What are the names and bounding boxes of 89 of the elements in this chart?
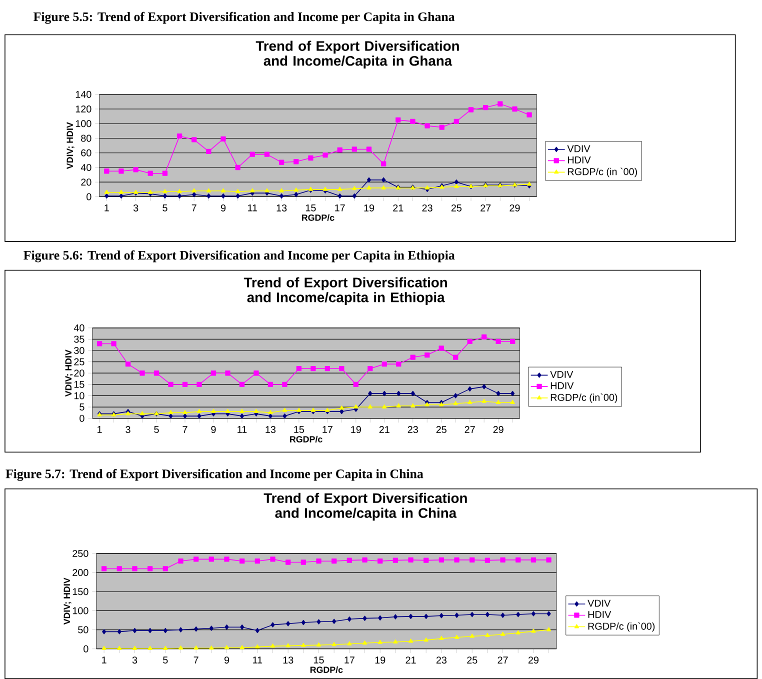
x-tick-label: 27 xyxy=(498,656,508,664)
y-tick-label: 140 xyxy=(76,90,92,98)
x-tick-label: 9 xyxy=(224,656,230,664)
x-tick-label: 21 xyxy=(393,204,404,212)
x-tick-label: 1 xyxy=(104,204,109,212)
x-tick-label: 7 xyxy=(194,656,198,664)
y-axis-title: VDIV; HDIV xyxy=(64,578,72,625)
y-tick-label: 40 xyxy=(80,164,92,171)
x-tick-label: 11 xyxy=(238,426,247,433)
x-tick-label: 11 xyxy=(253,656,262,664)
x-axis-title: RGDP/c xyxy=(302,214,334,221)
x-tick-label: 19 xyxy=(351,426,361,434)
y-tick-label: 20 xyxy=(81,178,92,186)
y-tick-label: 0 xyxy=(84,645,88,652)
x-tick-label: 3 xyxy=(126,426,130,434)
x-tick-label: 29 xyxy=(528,656,539,664)
y-tick-label: 80 xyxy=(81,134,92,142)
y-tick-label: 40 xyxy=(74,324,84,332)
x-tick-label: 5 xyxy=(154,426,159,433)
x-tick-label: 21 xyxy=(379,426,390,433)
x-tick-label: 7 xyxy=(182,426,188,433)
y-tick-label: 20 xyxy=(74,370,84,377)
y-tick-label: 5 xyxy=(80,404,84,410)
legend-label: HDIV xyxy=(568,156,591,164)
y-tick-label: 100 xyxy=(72,607,88,614)
y-axis-title: VDIV; HDIV xyxy=(66,122,74,169)
x-tick-label: 15 xyxy=(294,426,304,433)
x-axis-title: RGDP/c xyxy=(290,436,322,442)
y-tick-label: 15 xyxy=(74,380,84,388)
y-tick-label: 250 xyxy=(72,550,88,557)
legend-label: HDIV xyxy=(550,382,574,390)
x-tick-label: 17 xyxy=(335,204,345,212)
y-tick-label: 0 xyxy=(80,414,84,422)
legend-label: RGDP/c (in`00) xyxy=(588,622,655,632)
chart-title: Trend of Export Diversification and Income/capita in Ethiopia xyxy=(244,277,447,305)
legend-label: VDIV xyxy=(550,370,574,378)
y-tick-label: 50 xyxy=(78,626,88,634)
x-tick-label: 13 xyxy=(266,426,276,434)
x-tick-label: 9 xyxy=(220,204,226,212)
x-tick-label: 5 xyxy=(163,656,168,664)
legend-label: HDIV xyxy=(588,611,612,618)
x-tick-label: 15 xyxy=(306,204,316,212)
y-tick-label: 10 xyxy=(74,392,84,400)
x-axis-title: RGDP/c xyxy=(310,666,343,674)
chart-title: Trend of Export Diversification and Income/Capita in Ghana xyxy=(256,40,459,68)
y-tick-label: 150 xyxy=(72,588,88,596)
x-tick-label: 25 xyxy=(436,426,446,434)
x-tick-label: 23 xyxy=(408,426,418,434)
x-tick-label: 27 xyxy=(464,426,475,433)
x-tick-label: 1 xyxy=(98,426,102,433)
x-tick-label: 9 xyxy=(211,426,216,434)
y-tick-label: 0 xyxy=(86,193,92,200)
x-tick-label: 25 xyxy=(467,656,478,664)
y-axis-title: VDIV; HDIV xyxy=(65,350,73,397)
x-tick-label: 11 xyxy=(248,204,258,212)
caption: Figure 5.5: Trend of Export Diversification and Income per Capita in Ghana xyxy=(34,12,455,24)
x-tick-label: 23 xyxy=(422,204,432,212)
y-tick-label: 100 xyxy=(76,120,92,128)
x-tick-label: 19 xyxy=(375,656,386,664)
x-tick-label: 19 xyxy=(364,204,374,212)
x-tick-label: 3 xyxy=(133,204,138,212)
x-tick-label: 29 xyxy=(510,204,520,212)
legend-label: RGDP/c (in`00) xyxy=(550,394,618,403)
caption: Figure 5.6: Trend of Export Diversification and Income per Capita in Ethiopia xyxy=(24,250,455,262)
chart-title: Trend of Export Diversification and Income/capita in China xyxy=(264,492,467,521)
x-tick-label: 1 xyxy=(102,656,106,664)
x-tick-label: 13 xyxy=(283,656,294,664)
x-tick-label: 21 xyxy=(406,656,416,664)
x-tick-label: 27 xyxy=(480,204,491,212)
y-tick-label: 25 xyxy=(74,358,84,366)
x-tick-label: 15 xyxy=(314,656,324,664)
legend-label: RGDP/c (in `00) xyxy=(568,168,637,178)
legend-label: VDIV xyxy=(567,145,590,152)
y-tick-label: 60 xyxy=(81,149,92,156)
x-tick-label: 3 xyxy=(132,656,138,664)
legend-label: VDIV xyxy=(588,600,611,607)
y-tick-label: 200 xyxy=(72,569,88,576)
y-tick-label: 35 xyxy=(74,336,84,343)
x-tick-label: 5 xyxy=(162,204,168,212)
x-tick-label: 17 xyxy=(344,656,354,664)
caption: Figure 5.7: Trend of Export Diversification and Income per Capita in China xyxy=(6,468,424,481)
x-tick-label: 7 xyxy=(192,204,196,212)
x-tick-label: 29 xyxy=(493,426,504,434)
x-tick-label: 25 xyxy=(451,204,462,212)
x-tick-label: 13 xyxy=(276,204,287,212)
x-tick-label: 23 xyxy=(436,656,447,664)
y-tick-label: 120 xyxy=(76,105,92,112)
y-tick-label: 30 xyxy=(74,346,84,354)
x-tick-label: 17 xyxy=(322,426,332,433)
